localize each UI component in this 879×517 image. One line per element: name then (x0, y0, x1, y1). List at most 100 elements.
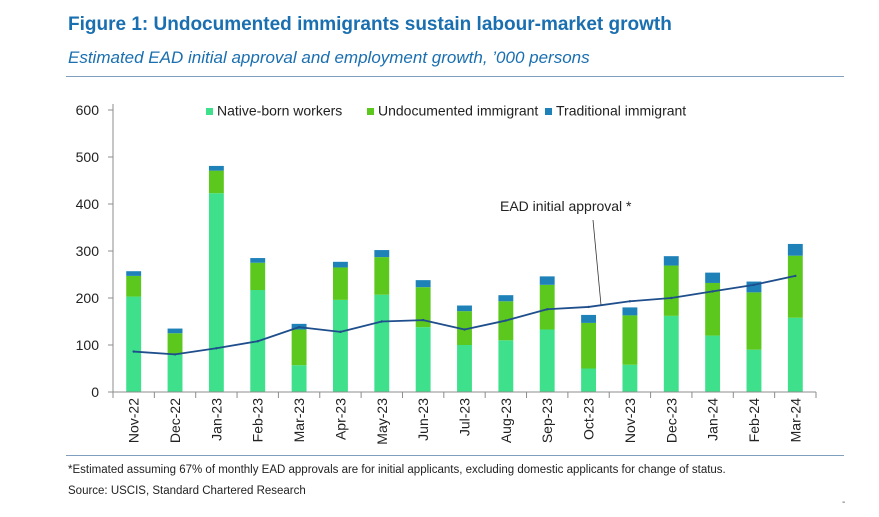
x-tick-label: Jun-23 (415, 398, 431, 441)
legend-label: Traditional immigrant (556, 103, 686, 119)
legend-swatch-undocumented (367, 108, 374, 115)
x-tick-label: May-23 (374, 398, 390, 445)
bar-traditional-feb-23 (250, 258, 266, 263)
ead-approval-point (794, 274, 797, 278)
y-tick-label: 500 (76, 149, 100, 165)
y-tick-label: 200 (76, 290, 100, 306)
bar-native-dec-23 (663, 315, 679, 392)
y-tick-label: 100 (76, 337, 100, 353)
legend-label: Native-born workers (217, 103, 342, 119)
x-tick-label: Oct-23 (581, 398, 597, 440)
bar-traditional-jan-24 (705, 272, 721, 283)
ead-approval-point (215, 347, 218, 350)
bar-undocumented-feb-24 (746, 292, 762, 350)
legend: Native-born workers Undocumented immigran… (206, 103, 686, 119)
bar-undocumented-nov-22 (126, 275, 142, 297)
bar-native-dec-22 (167, 354, 183, 392)
ead-approval-point (587, 305, 590, 309)
bar-traditional-feb-24 (746, 281, 762, 293)
x-tick-label: Mar-23 (291, 398, 307, 443)
bar-native-feb-24 (746, 349, 762, 392)
bar-traditional-aug-23 (498, 295, 514, 302)
legend-swatch-native (206, 108, 213, 115)
ead-approval-point (297, 325, 301, 329)
bar-native-aug-23 (498, 340, 514, 392)
figure-subtitle: Estimated EAD initial approval and emplo… (68, 48, 590, 67)
footer-divider (66, 455, 844, 456)
bar-traditional-dec-22 (167, 328, 183, 334)
x-tick-label: Jan-24 (705, 398, 721, 441)
bar-undocumented-jan-24 (705, 282, 721, 336)
bar-native-jan-24 (705, 335, 721, 392)
line-series (132, 274, 797, 356)
bar-native-jun-23 (415, 327, 431, 392)
bar-series (126, 165, 803, 392)
x-tick-label: Jul-23 (457, 398, 473, 436)
x-tick-label: Mar-24 (787, 398, 803, 443)
title-divider (66, 76, 844, 77)
ead-approval-point (504, 319, 508, 322)
bar-undocumented-mar-23 (291, 329, 307, 366)
legend-label: Undocumented immigrant (378, 103, 538, 119)
ead-approval-point (173, 353, 177, 356)
ead-approval-point (339, 330, 342, 334)
x-axis: Nov-22 Dec-22 Jan-23 Feb-23 Mar-23 Apr-23 May-… (112, 391, 817, 445)
source-note: Source: USCIS, Standard Chartered Resear… (68, 485, 306, 497)
stacked-bar-chart: 0 100 200 300 400 500 600 Nov-22 Dec-22 Jan-23 Fe… (76, 102, 817, 445)
bar-undocumented-dec-23 (663, 265, 679, 316)
bar-undocumented-mar-24 (787, 255, 803, 318)
y-tick-label: 300 (76, 243, 100, 259)
bar-native-jan-23 (208, 193, 224, 392)
ead-approval-point (628, 300, 632, 303)
bar-traditional-jul-23 (457, 305, 472, 312)
bar-traditional-may-23 (374, 250, 390, 258)
x-tick-label: Nov-22 (126, 398, 142, 443)
bar-native-sep-23 (539, 329, 555, 392)
ead-approval-point (546, 308, 549, 311)
bar-undocumented-jan-23 (208, 170, 224, 194)
ead-approval-point (670, 296, 673, 300)
bar-traditional-sep-23 (539, 276, 555, 285)
bar-native-mar-23 (291, 365, 307, 392)
bar-undocumented-sep-23 (539, 284, 555, 330)
ead-approval-point (380, 320, 383, 323)
x-tick-label: Apr-23 (332, 398, 348, 440)
bar-traditional-nov-23 (622, 307, 638, 316)
bar-native-jul-23 (457, 345, 472, 392)
bar-traditional-oct-23 (581, 314, 597, 323)
bar-native-apr-23 (332, 299, 348, 392)
x-tick-label: Feb-23 (250, 398, 266, 443)
ead-approval-point (463, 328, 466, 331)
x-tick-label: Dec-22 (167, 398, 183, 443)
bar-traditional-nov-22 (126, 271, 142, 276)
bar-undocumented-jul-23 (457, 311, 472, 345)
y-tick-label: 400 (76, 196, 100, 212)
bar-undocumented-oct-23 (581, 322, 597, 369)
x-tick-label: Jan-23 (208, 398, 224, 441)
bar-undocumented-feb-23 (250, 262, 266, 291)
bar-traditional-mar-24 (787, 243, 803, 256)
bar-traditional-jan-23 (208, 165, 224, 171)
corner-mark: - (842, 497, 846, 508)
bar-undocumented-nov-23 (622, 315, 638, 365)
bar-traditional-apr-23 (332, 261, 348, 268)
x-tick-label: Sep-23 (539, 398, 555, 443)
bar-native-may-23 (374, 294, 390, 392)
bar-undocumented-may-23 (374, 257, 390, 295)
figure-title: Figure 1: Undocumented immigrants sustai… (68, 14, 672, 35)
bar-undocumented-dec-22 (167, 333, 183, 355)
y-axis: 0 100 200 300 400 500 600 (76, 102, 114, 400)
ead-approval-point (711, 290, 714, 293)
bar-native-mar-24 (787, 317, 803, 392)
bar-undocumented-apr-23 (332, 267, 348, 300)
ead-approval-point (752, 283, 756, 287)
bar-traditional-jun-23 (415, 280, 431, 288)
ead-annotation-label: EAD initial approval * (500, 198, 632, 214)
bar-traditional-dec-23 (663, 256, 679, 266)
ead-approval-point (421, 318, 425, 322)
ead-approval-point (256, 340, 259, 343)
x-tick-label: Feb-24 (746, 398, 762, 443)
bar-undocumented-jun-23 (415, 287, 431, 328)
ead-annotation-leader (592, 219, 602, 306)
bar-native-nov-23 (622, 364, 638, 392)
